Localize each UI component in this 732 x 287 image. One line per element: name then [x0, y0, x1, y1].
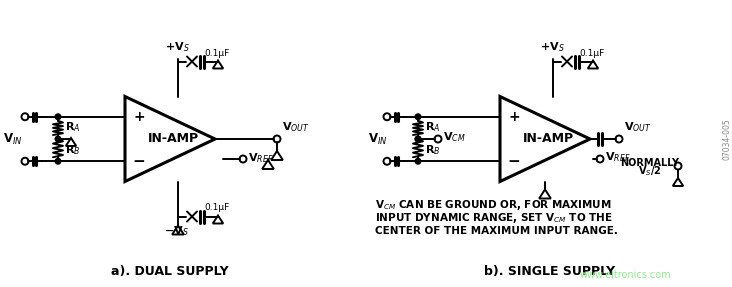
Text: a). DUAL SUPPLY: a). DUAL SUPPLY	[111, 265, 229, 278]
Text: V$_{OUT}$: V$_{OUT}$	[282, 120, 310, 134]
Circle shape	[415, 136, 421, 142]
Text: R$_B$: R$_B$	[425, 143, 441, 157]
Circle shape	[415, 114, 421, 120]
Text: +V$_S$: +V$_S$	[539, 41, 564, 55]
Text: V$_{IN}$: V$_{IN}$	[368, 131, 388, 147]
Text: +: +	[508, 110, 520, 124]
Text: CENTER OF THE MAXIMUM INPUT RANGE.: CENTER OF THE MAXIMUM INPUT RANGE.	[375, 226, 618, 236]
Circle shape	[55, 114, 61, 120]
Text: INPUT DYNAMIC RANGE, SET V$_{CM}$ TO THE: INPUT DYNAMIC RANGE, SET V$_{CM}$ TO THE	[375, 211, 613, 225]
Text: 0.1μF: 0.1μF	[204, 49, 229, 57]
Text: −V$_S$: −V$_S$	[164, 224, 188, 238]
Circle shape	[55, 158, 61, 164]
Circle shape	[415, 136, 421, 142]
Text: 0.1μF: 0.1μF	[204, 203, 229, 212]
Text: NORMALLY: NORMALLY	[621, 158, 679, 168]
Text: IN-AMP: IN-AMP	[523, 133, 574, 146]
Text: 0.1μF: 0.1μF	[579, 49, 604, 57]
Circle shape	[55, 136, 61, 142]
Text: V$_S$/2: V$_S$/2	[638, 164, 662, 178]
Text: V$_{REF}$: V$_{REF}$	[605, 150, 630, 164]
Text: 07034-005: 07034-005	[722, 118, 731, 160]
Text: www.eltronics.com: www.eltronics.com	[579, 270, 671, 280]
Text: R$_A$: R$_A$	[425, 120, 441, 134]
Text: +: +	[133, 110, 145, 124]
Text: V$_{REF}$: V$_{REF}$	[248, 151, 274, 165]
Text: V$_{IN}$: V$_{IN}$	[3, 131, 23, 147]
Text: V$_{CM}$: V$_{CM}$	[443, 130, 466, 144]
Text: +V$_S$: +V$_S$	[165, 41, 190, 55]
Text: V$_{OUT}$: V$_{OUT}$	[624, 120, 651, 134]
Text: −: −	[507, 154, 520, 169]
Text: V$_{CM}$ CAN BE GROUND OR, FOR MAXIMUM: V$_{CM}$ CAN BE GROUND OR, FOR MAXIMUM	[375, 198, 612, 212]
Text: R$_A$: R$_A$	[65, 120, 81, 134]
Text: R$_B$: R$_B$	[65, 143, 81, 157]
Text: b). SINGLE SUPPLY: b). SINGLE SUPPLY	[485, 265, 616, 278]
Text: IN-AMP: IN-AMP	[147, 133, 198, 146]
Circle shape	[415, 158, 421, 164]
Text: −: −	[132, 154, 146, 169]
